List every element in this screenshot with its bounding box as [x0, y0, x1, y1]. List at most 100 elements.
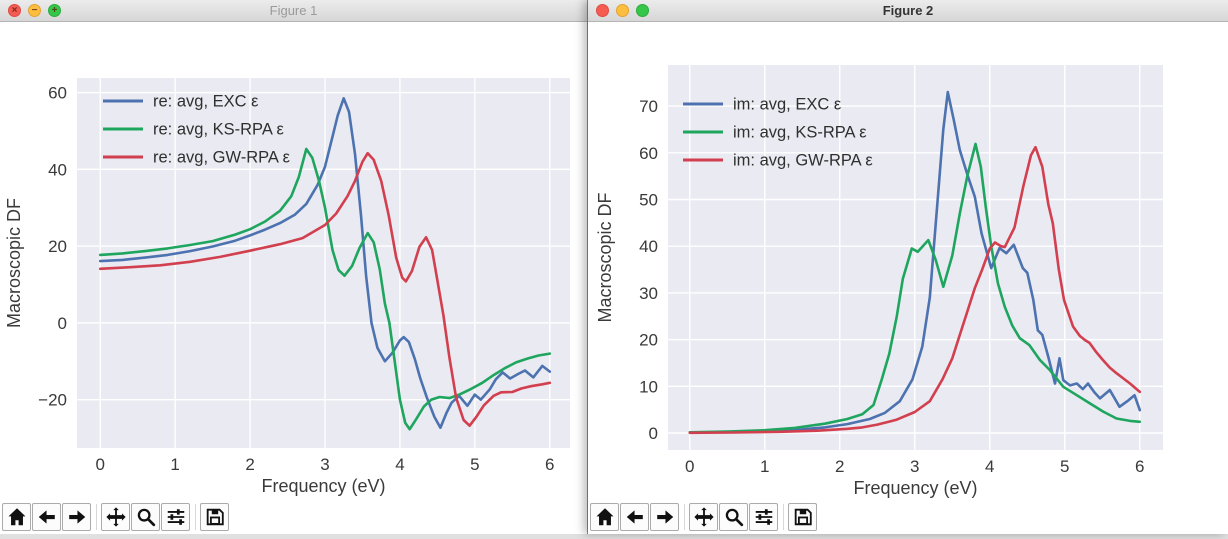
home-button[interactable] — [590, 503, 619, 531]
figure-1-toolbar — [2, 502, 230, 532]
y-tick-label: 30 — [639, 284, 658, 303]
zoom-rect-button[interactable] — [719, 503, 748, 531]
window-title: Figure 2 — [882, 3, 934, 18]
back-arrow-icon — [38, 510, 55, 524]
x-tick-label: 0 — [685, 457, 694, 476]
x-tick-label: 6 — [545, 455, 554, 474]
minimize-button[interactable] — [616, 4, 629, 17]
figure-1-titlebar[interactable]: × − + Figure 1 — [0, 0, 587, 22]
minimize-icon: − — [31, 5, 38, 16]
y-tick-label: 40 — [48, 160, 67, 179]
x-tick-label: 5 — [1060, 457, 1069, 476]
x-tick-label: 2 — [835, 457, 844, 476]
legend-label: im: avg, EXC ε — [733, 96, 842, 114]
back-arrow-icon — [626, 510, 643, 524]
close-icon: × — [11, 5, 18, 16]
pan-icon — [693, 507, 714, 527]
y-tick-label: 10 — [639, 377, 658, 396]
x-tick-label: 3 — [320, 455, 329, 474]
magnifier-icon — [137, 508, 155, 527]
y-axis-label: Macroscopic DF — [595, 192, 615, 322]
sliders-icon — [167, 509, 184, 525]
grid-lines — [668, 65, 1163, 450]
figure-2-toolbar — [590, 502, 818, 532]
y-tick-label: 40 — [639, 237, 658, 256]
x-axis-label: Frequency (eV) — [853, 478, 977, 498]
magnifier-icon — [725, 508, 743, 527]
series-line-1 — [98, 147, 552, 431]
x-tick-label: 2 — [245, 455, 254, 474]
series-line-1 — [688, 142, 1142, 434]
pan-button[interactable] — [689, 503, 718, 531]
toolbar-separator — [195, 504, 196, 530]
save-floppy-icon — [794, 508, 812, 526]
legend-label: re: avg, KS-RPA ε — [153, 121, 284, 139]
window-title: Figure 1 — [269, 3, 318, 18]
minimize-button[interactable]: − — [28, 4, 41, 17]
close-button[interactable]: × — [8, 4, 21, 17]
save-button[interactable] — [200, 503, 229, 531]
toolbar-separator — [96, 504, 97, 530]
configure-subplots-button[interactable] — [749, 503, 778, 531]
y-tick-label: 0 — [649, 424, 658, 443]
y-tick-label: 60 — [48, 84, 67, 103]
y-tick-label: −20 — [38, 391, 67, 410]
home-icon — [596, 508, 613, 526]
toolbar-separator — [783, 504, 784, 530]
configure-subplots-button[interactable] — [161, 503, 190, 531]
plot-background — [77, 78, 570, 448]
close-button[interactable] — [596, 4, 609, 17]
x-tick-label: 1 — [760, 457, 769, 476]
home-icon — [8, 508, 25, 526]
save-button[interactable] — [788, 503, 817, 531]
legend-label: im: avg, KS-RPA ε — [733, 124, 867, 142]
series-line-0 — [98, 97, 552, 429]
forward-button[interactable] — [650, 503, 679, 531]
maximize-button[interactable] — [636, 4, 649, 17]
toolbar-separator — [684, 504, 685, 530]
y-tick-label: 0 — [58, 314, 67, 333]
grid-lines — [77, 78, 570, 448]
maximize-icon: + — [51, 5, 58, 16]
x-axis-label: Frequency (eV) — [261, 476, 385, 496]
sliders-icon — [755, 509, 772, 525]
figure-1-canvas-area: 0 1 2 3 4 5 6 −20 0 20 40 60 Frequency (eV) Macroscop… — [0, 22, 587, 534]
series-line-2 — [688, 145, 1142, 435]
legend-label: im: avg, GW-RPA ε — [733, 152, 873, 170]
figure-1-window: × − + Figure 1 0 1 2 3 4 5 6 −20 0 20 40 60 Frequenc… — [0, 0, 588, 534]
save-floppy-icon — [206, 508, 224, 526]
y-tick-label: 20 — [48, 237, 67, 256]
series-line-2 — [98, 151, 552, 427]
x-tick-label: 4 — [985, 457, 994, 476]
y-tick-label: 70 — [639, 97, 658, 116]
home-button[interactable] — [2, 503, 31, 531]
back-button[interactable] — [620, 503, 649, 531]
figure-2-window: Figure 2 0 1 2 3 4 5 6 0 10 20 30 40 50 60 70 Frequency… — [588, 0, 1228, 534]
back-button[interactable] — [32, 503, 61, 531]
legend-label: re: avg, GW-RPA ε — [153, 149, 291, 167]
x-tick-label: 1 — [170, 455, 179, 474]
x-tick-label: 6 — [1135, 457, 1144, 476]
figure-2-canvas-area: 0 1 2 3 4 5 6 0 10 20 30 40 50 60 70 Frequency (eV) Macr… — [588, 22, 1228, 534]
series-line-0 — [688, 90, 1142, 434]
x-tick-label: 0 — [95, 455, 104, 474]
pan-button[interactable] — [101, 503, 130, 531]
x-tick-label: 4 — [395, 455, 404, 474]
forward-button[interactable] — [62, 503, 91, 531]
figure-1-plot-canvas[interactable]: 0 1 2 3 4 5 6 −20 0 20 40 60 Frequency (eV) Macroscop… — [0, 22, 588, 534]
forward-arrow-icon — [656, 510, 673, 524]
y-tick-label: 20 — [639, 331, 658, 350]
y-tick-label: 60 — [639, 144, 658, 163]
y-axis-label: Macroscopic DF — [4, 198, 24, 328]
x-tick-label: 5 — [470, 455, 479, 474]
maximize-button[interactable]: + — [48, 4, 61, 17]
legend-label: re: avg, EXC ε — [153, 93, 259, 111]
x-tick-label: 3 — [910, 457, 919, 476]
y-tick-label: 50 — [639, 190, 658, 209]
pan-icon — [105, 507, 126, 527]
zoom-rect-button[interactable] — [131, 503, 160, 531]
figure-2-titlebar[interactable]: Figure 2 — [588, 0, 1228, 22]
forward-arrow-icon — [68, 510, 85, 524]
